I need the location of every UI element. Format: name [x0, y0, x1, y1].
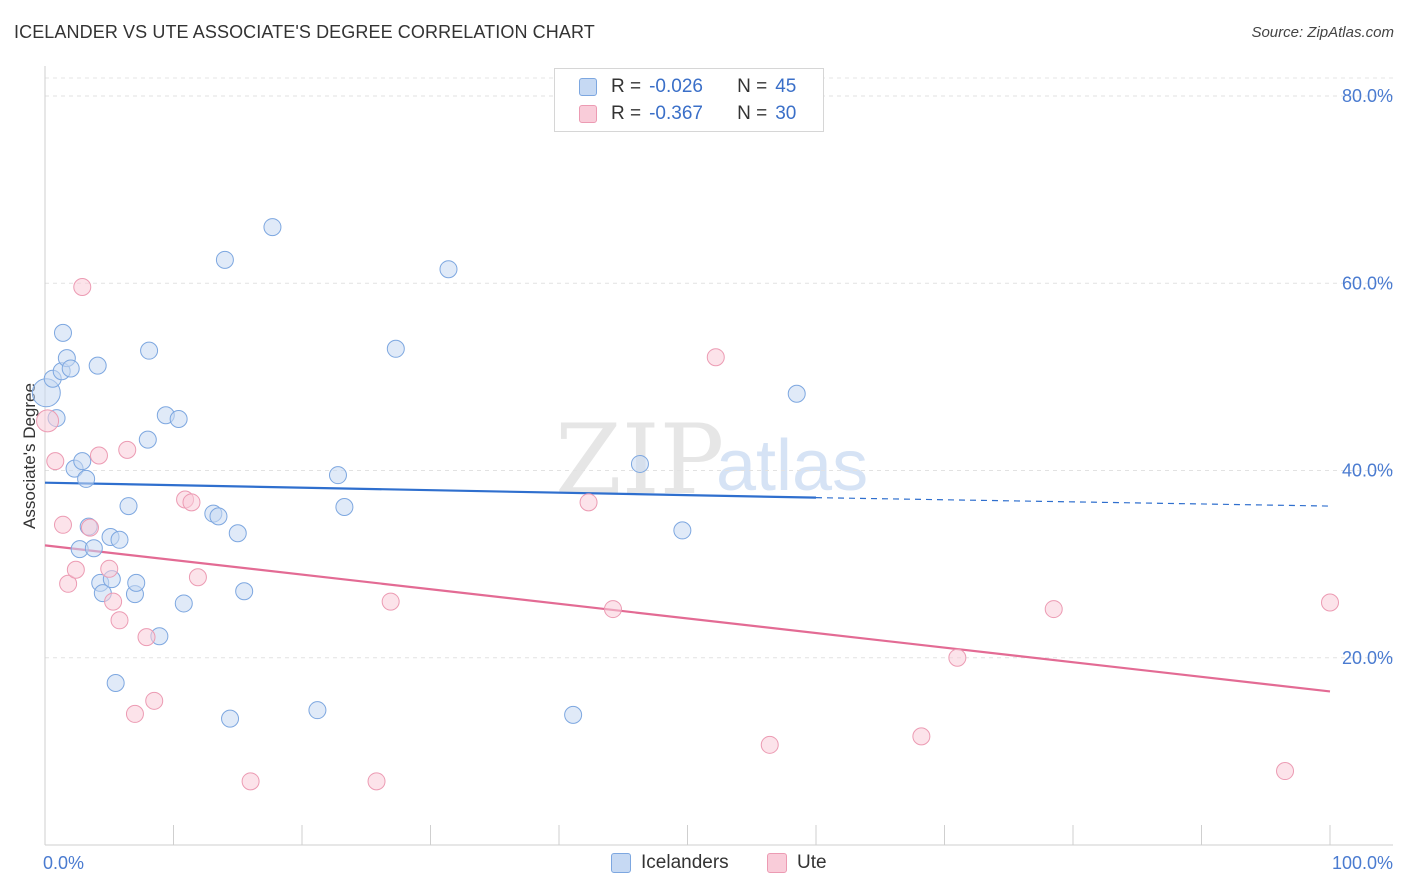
ute-point: [66, 560, 85, 579]
ute-point: [1321, 593, 1339, 612]
r-label: R =: [611, 103, 642, 124]
n-label: N =: [737, 103, 768, 124]
icelanders-point: [235, 582, 254, 601]
icelanders-point: [221, 709, 240, 728]
y-tick-label: 40.0%: [1342, 461, 1393, 481]
icelanders-point: [308, 701, 327, 720]
n-label: N =: [737, 76, 768, 97]
ute-point: [36, 409, 60, 433]
source-credit: Source: ZipAtlas.com: [1251, 24, 1394, 41]
ute-point: [80, 518, 99, 537]
icelanders-points: [31, 218, 806, 728]
ute-points: [36, 277, 1339, 791]
ute-point: [46, 452, 65, 471]
ute-point: [912, 727, 931, 746]
ute-point: [104, 592, 123, 611]
icelanders-point: [439, 260, 458, 279]
icelanders-point: [215, 250, 234, 269]
ute-point: [948, 648, 967, 667]
icelanders-point: [386, 339, 405, 358]
icelanders-legend-swatch: [611, 853, 631, 873]
r-value: -0.026: [649, 76, 703, 97]
icelanders-point: [169, 410, 188, 429]
x-tick-label: 100.0%: [1332, 853, 1393, 873]
ute-point: [381, 592, 400, 611]
legend-item-ute: Ute: [767, 852, 827, 874]
ute-point: [182, 493, 201, 512]
series-legend: Icelanders Ute: [0, 852, 1406, 878]
ute-point: [118, 440, 137, 459]
icelanders-point: [77, 469, 96, 488]
ute-point: [760, 735, 779, 754]
ute-point: [145, 691, 164, 710]
ute-point: [59, 574, 78, 593]
n-value: 30: [775, 103, 797, 124]
icelanders-point: [73, 452, 92, 471]
ute-point: [188, 568, 207, 587]
ute-point: [137, 628, 156, 647]
y-tick-label: 20.0%: [1342, 648, 1393, 668]
ute-point: [1276, 762, 1295, 781]
trend-lines: [44, 481, 1331, 693]
icelanders-legend-label: Icelanders: [641, 852, 729, 873]
axes: [44, 66, 1393, 846]
y-axis-label: Associate's Degree: [20, 383, 39, 529]
n-value: 45: [775, 76, 797, 97]
ute-point: [1044, 600, 1063, 619]
icelanders-point: [335, 498, 354, 517]
icelanders-point: [61, 359, 80, 378]
icelanders-trend-line: [44, 481, 817, 499]
icelanders-point: [263, 218, 282, 237]
icelanders-point: [138, 430, 157, 449]
icelanders-point: [106, 674, 125, 693]
ute-point: [603, 600, 622, 619]
icelanders-point: [228, 524, 247, 543]
icelanders-point: [119, 497, 138, 516]
icelanders-point: [673, 521, 692, 540]
ute-point: [73, 277, 92, 296]
legend-row-icelanders: R = -0.026 N = 45: [579, 74, 796, 100]
x-tick-label: 0.0%: [43, 853, 84, 873]
legend-row-ute: R = -0.367 N = 30: [579, 101, 796, 127]
watermark-atlas: atlas: [716, 426, 868, 506]
ute-swatch: [579, 105, 597, 123]
y-tick-label: 80.0%: [1342, 86, 1393, 106]
r-value: -0.367: [649, 103, 703, 124]
icelanders-point: [174, 594, 193, 613]
icelanders-trend-extension: [815, 497, 1331, 507]
ute-point: [241, 772, 260, 791]
icelanders-point: [88, 356, 107, 375]
ute-point: [53, 515, 72, 534]
gridlines: [45, 77, 1393, 659]
ute-point: [100, 559, 119, 578]
icelanders-point: [53, 323, 72, 342]
chart-title: ICELANDER VS UTE ASSOCIATE'S DEGREE CORR…: [14, 22, 595, 42]
icelanders-point: [630, 454, 649, 473]
ute-point: [367, 772, 386, 791]
ute-point: [89, 446, 108, 465]
icelanders-point: [328, 466, 347, 485]
ute-trend-line: [44, 544, 1331, 693]
icelanders-swatch: [579, 78, 597, 96]
icelanders-point: [84, 539, 103, 558]
ute-legend-swatch: [767, 853, 787, 873]
icelanders-point: [787, 384, 806, 403]
y-tick-label: 60.0%: [1342, 273, 1393, 293]
icelanders-point: [127, 573, 146, 592]
icelanders-point: [110, 530, 129, 549]
ute-legend-label: Ute: [797, 852, 827, 873]
r-label: R =: [611, 76, 642, 97]
icelanders-point: [140, 341, 159, 360]
correlation-legend: R = -0.026 N = 45 R = -0.367 N = 30: [554, 68, 824, 132]
icelanders-point: [564, 705, 583, 724]
legend-item-icelanders: Icelanders: [611, 852, 729, 874]
ute-point: [125, 704, 144, 723]
icelanders-point: [209, 507, 228, 526]
ute-point: [110, 611, 129, 630]
tick-labels: 20.0% 40.0% 60.0% 80.0% 0.0% 100.0%: [43, 86, 1393, 873]
ute-point: [706, 348, 725, 367]
ute-point: [579, 493, 598, 512]
